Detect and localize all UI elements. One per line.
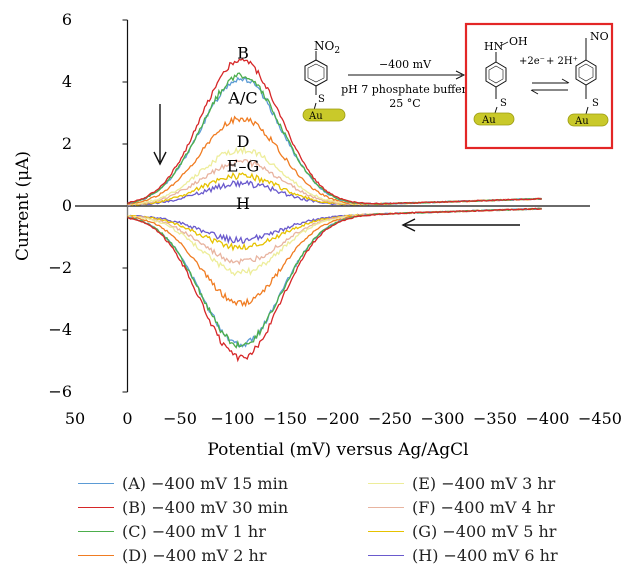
x-axis-title: Potential (mV) versus Ag/AgCl: [207, 440, 468, 460]
axes: −6 −4 −2 0 2 4 6 50 0 −50 −100 −150 −200 −250 −300 −350…: [13, 10, 622, 460]
label-h: H: [236, 194, 250, 213]
reduction-curve: [127, 207, 542, 363]
x-tick-label: −450: [578, 409, 622, 428]
x-tick-label: −350: [473, 409, 517, 428]
legend-entry: (G) −400 mV 5 hr: [368, 522, 556, 541]
legend-swatch: [368, 507, 404, 508]
y-tick-label: −4: [48, 320, 72, 339]
legend-entry: (F) −400 mV 4 hr: [368, 498, 555, 517]
nitro-molecule: NO2 S Au: [302, 39, 346, 122]
y-tick-label: 6: [62, 10, 72, 29]
sulfur-label-2: S: [500, 98, 507, 109]
y-tick-label: −2: [48, 258, 72, 277]
legend-entry: (E) −400 mV 3 hr: [368, 474, 555, 493]
sulfur-label: S: [318, 94, 325, 105]
legend-entry: (H) −400 mV 6 hr: [368, 546, 558, 565]
legend-entry: (A) −400 mV 15 min: [78, 474, 288, 493]
x-tick-label: −300: [421, 409, 465, 428]
legend-label: (A) −400 mV 15 min: [122, 474, 289, 493]
legend-swatch: [368, 531, 404, 532]
gold-electrode-3: [567, 113, 609, 127]
x-tick-label: 0: [122, 409, 132, 428]
legend-label: (H) −400 mV 6 hr: [412, 546, 558, 565]
legend-label: (E) −400 mV 3 hr: [412, 474, 556, 493]
label-ac: A/C: [227, 89, 257, 108]
nitroso-molecule: NO S Au: [567, 30, 609, 127]
legend-label: (F) −400 mV 4 hr: [412, 498, 555, 517]
legend-entry: (C) −400 mV 1 hr: [78, 522, 266, 541]
hydroxylamine-molecule: HN OH S Au: [473, 35, 528, 126]
curve-labels: B A/C D E–G H: [227, 44, 259, 213]
y-tick-label: −6: [48, 382, 72, 401]
buffer-condition: pH 7 phosphate buffer: [341, 83, 468, 96]
gold-electrode: [302, 108, 346, 122]
y-axis-title: Current (μA): [13, 151, 33, 261]
no-label: NO: [590, 30, 609, 43]
hn-label: HN: [484, 40, 504, 53]
gold-label: Au: [308, 111, 323, 122]
x-tick-label: 50: [65, 409, 85, 428]
decrease-arrow: [153, 104, 167, 166]
gold-label-3: Au: [574, 116, 589, 127]
x-tick-label: −400: [526, 409, 570, 428]
label-b: B: [237, 44, 249, 63]
legend-swatch: [78, 483, 114, 484]
label-d: D: [237, 132, 250, 151]
legend-swatch: [368, 555, 404, 556]
chart: −6 −4 −2 0 2 4 6 50 0 −50 −100 −150 −200 −250 −300 −350…: [13, 10, 622, 460]
legend-label: (D) −400 mV 2 hr: [122, 546, 267, 565]
legend-label: (G) −400 mV 5 hr: [412, 522, 557, 541]
x-tick-label: −250: [368, 409, 412, 428]
scan-direction-arrow: [401, 218, 520, 232]
legend-label: (C) −400 mV 1 hr: [122, 522, 266, 541]
x-tick-label: −50: [163, 409, 197, 428]
x-tick-label: −200: [316, 409, 360, 428]
legend-swatch: [78, 531, 114, 532]
legend-entry: (D) −400 mV 2 hr: [78, 546, 266, 565]
data-curves: [127, 58, 542, 363]
y-tick-label: 4: [62, 72, 72, 91]
oxidation-curve: [127, 58, 542, 205]
x-tick-label: −150: [263, 409, 307, 428]
oh-label: OH: [509, 35, 528, 48]
potential-condition: −400 mV: [379, 58, 432, 71]
x-tick-label: −100: [211, 409, 255, 428]
proton-label: + 2H⁺: [546, 56, 578, 67]
legend-swatch: [78, 507, 114, 508]
product-box: [464, 22, 614, 150]
label-e-g: E–G: [227, 157, 259, 176]
electron-label: +2e⁻: [519, 56, 545, 67]
legend-label: (B) −400 mV 30 min: [122, 498, 289, 517]
gold-electrode-2: [473, 112, 515, 126]
legend-swatch: [78, 555, 114, 556]
y-tick-label: 2: [62, 134, 72, 153]
reduction-curve: [127, 207, 542, 252]
sulfur-label-3: S: [592, 98, 599, 109]
no2-label: NO2: [314, 39, 340, 56]
reaction-scheme: NO2 S Au −400 mV pH 7 phosphate buffer 2…: [302, 22, 614, 150]
temperature-condition: 25 °C: [389, 97, 420, 110]
y-tick-label: 0: [62, 196, 72, 215]
legend-swatch: [368, 483, 404, 484]
gold-label-2: Au: [481, 115, 496, 126]
legend-entry: (B) −400 mV 30 min: [78, 498, 288, 517]
